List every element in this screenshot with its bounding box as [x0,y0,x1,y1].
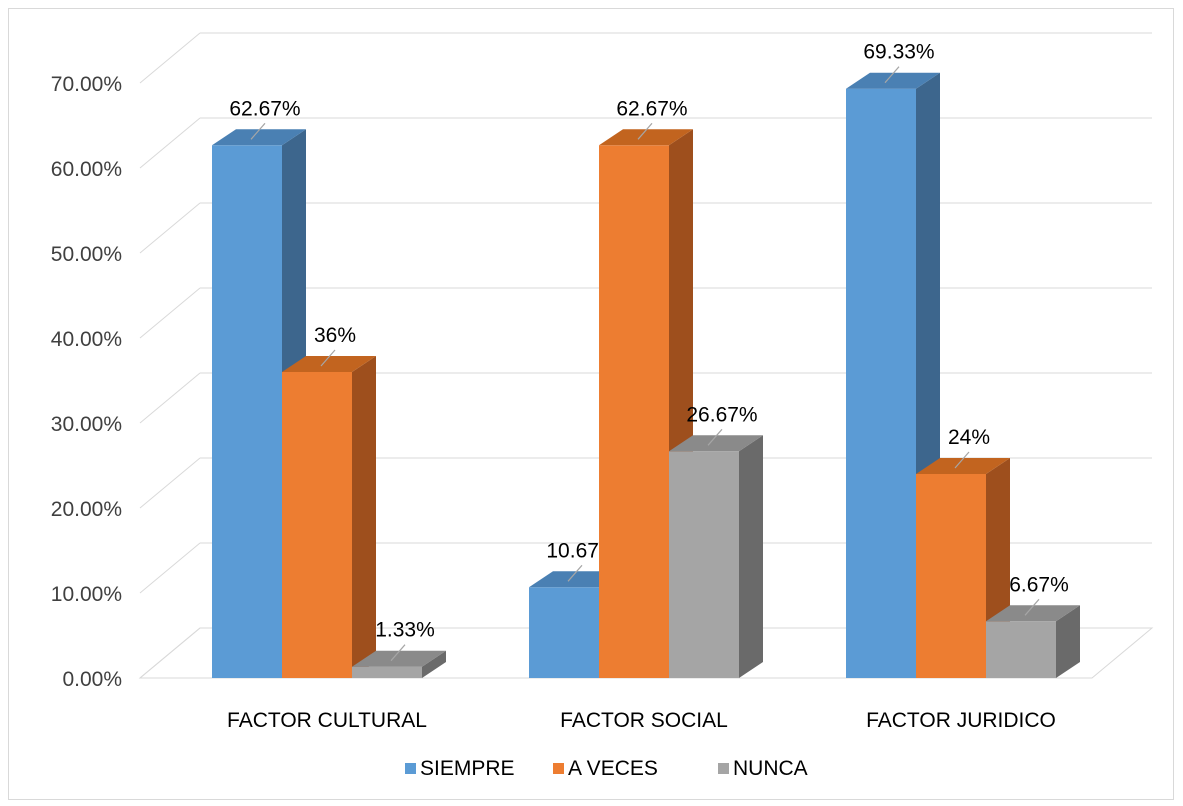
legend-label: SIEMPRE [420,757,515,780]
bar-top [282,356,376,372]
data-label: 24% [948,426,990,449]
gridline-side [139,287,201,339]
data-label-leader [954,451,970,469]
data-label: 69.33% [863,41,934,64]
data-label-leader [884,66,900,84]
data-label-leader [1024,598,1040,616]
y-tick-label: 40.00% [51,328,122,351]
bar-a-veces [599,145,669,678]
gridline-side [139,117,201,169]
data-label-leader [707,428,723,446]
gridline-side [139,457,201,509]
bar-top [212,129,306,146]
data-label: 6.67% [1009,573,1069,596]
bar-top [986,605,1080,622]
legend-swatch [553,763,564,774]
category-label: FACTOR SOCIAL [560,709,728,732]
data-label: 1.33% [375,619,435,642]
data-label: 36% [314,324,356,347]
bar-siempre [529,587,599,678]
data-label-leader [567,564,583,582]
category-label: FACTOR JURIDICO [866,709,1056,732]
gridline-side [139,627,201,679]
category-label: FACTOR CULTURAL [227,709,427,732]
bar-top [916,458,1010,474]
gridline-side [139,542,201,594]
y-tick-label: 20.00% [51,498,122,521]
y-tick-label: 30.00% [51,413,122,436]
y-tick-label: 60.00% [51,158,122,181]
bar-top [846,72,940,89]
bar-a-veces [282,372,352,678]
bar-top [669,435,763,452]
legend-swatch [718,763,729,774]
y-tick-label: 70.00% [51,73,122,96]
bar-nunca [986,621,1056,678]
bar-top [352,650,446,667]
gridline-side [139,32,201,84]
bar-siempre [846,88,916,678]
gridline-side [139,202,201,254]
bar-side [352,356,376,678]
legend-label: A VECES [568,757,658,780]
data-label-leader [637,122,653,140]
bar-side [422,650,446,678]
bar-side [739,435,763,678]
bar-nunca [669,451,739,678]
gridline-side [139,372,201,424]
y-tick-label: 0.00% [62,668,122,691]
bar-siempre [212,145,282,678]
legend-swatch [405,763,416,774]
data-label: 62.67% [229,97,300,120]
data-label-leader [250,122,266,140]
legend-label: NUNCA [733,757,808,780]
data-label-leader [390,644,406,662]
bar-side [1056,605,1080,678]
data-label-leader [320,349,336,367]
data-label: 26.67% [686,403,757,426]
bar-top [599,129,693,146]
bar-a-veces [916,474,986,678]
y-tick-label: 50.00% [51,243,122,266]
data-label: 62.67% [616,97,687,120]
y-tick-label: 10.00% [51,583,122,606]
bar-nunca [352,666,422,678]
